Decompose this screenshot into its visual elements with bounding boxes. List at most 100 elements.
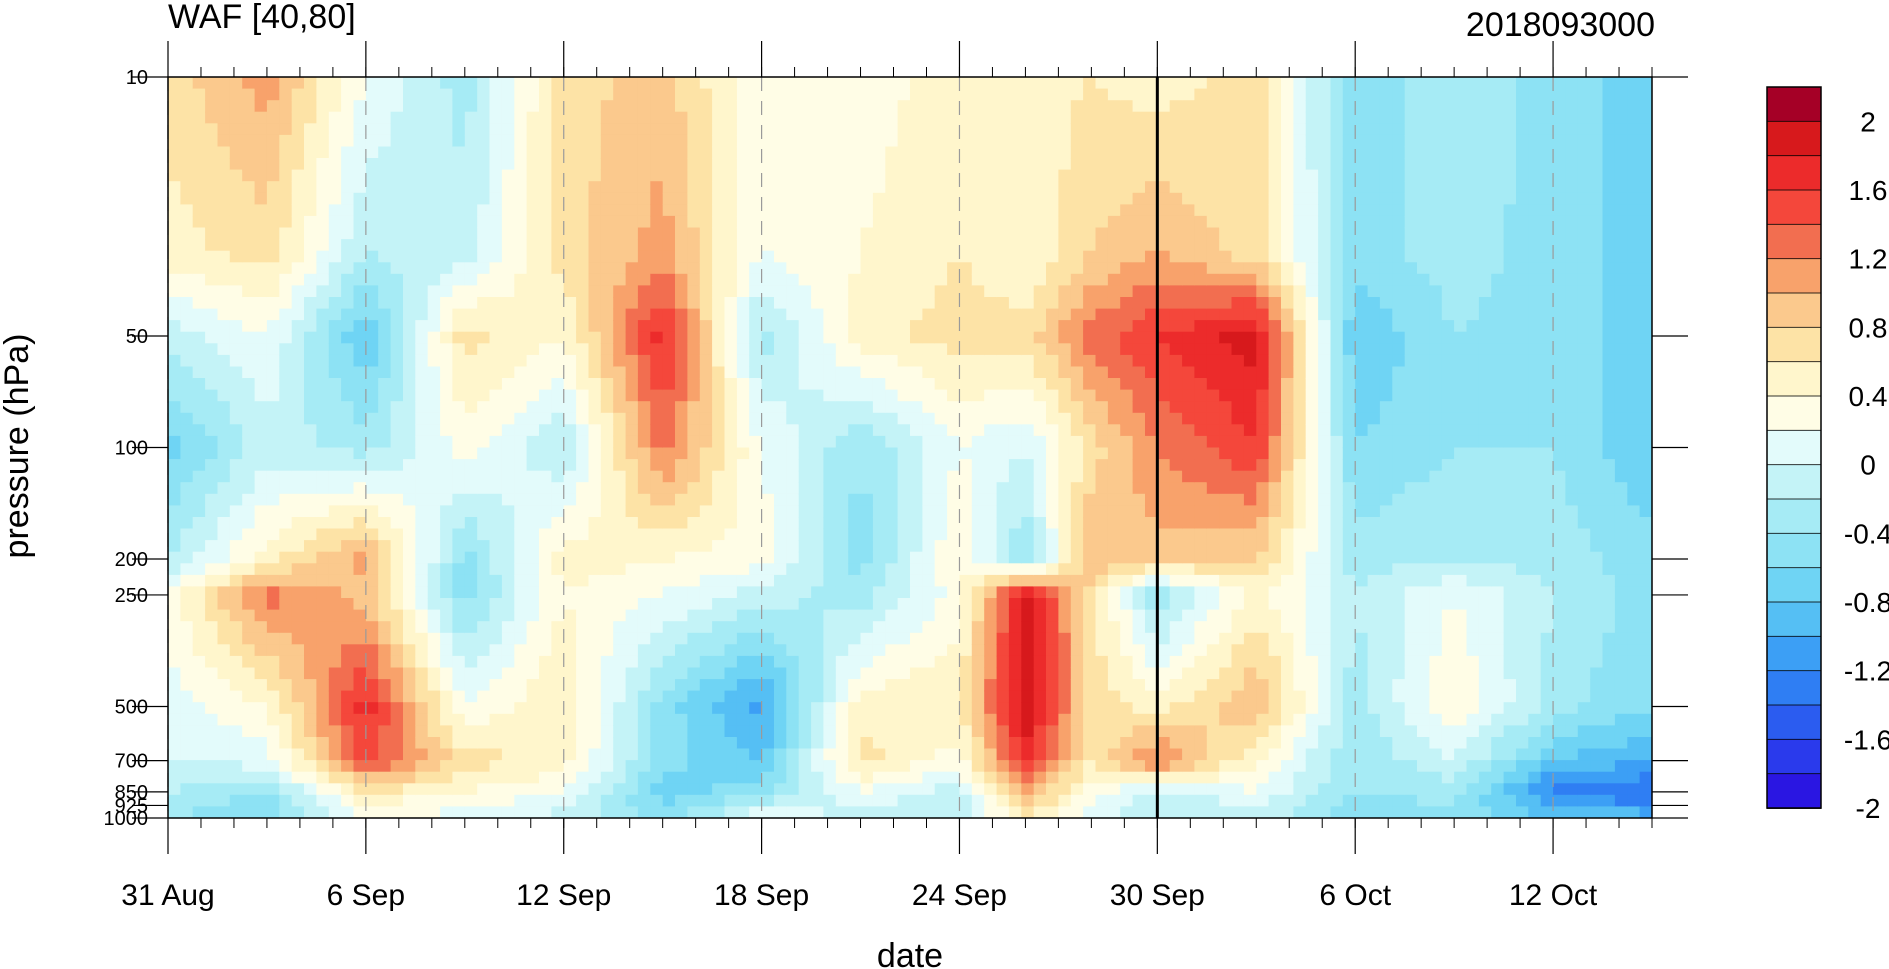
field-cell bbox=[464, 169, 478, 182]
field-cell bbox=[254, 563, 268, 576]
field-cell bbox=[724, 134, 738, 148]
field-cell bbox=[1120, 343, 1134, 356]
field-cell bbox=[712, 273, 726, 286]
field-cell bbox=[452, 204, 466, 217]
field-cell bbox=[254, 679, 268, 692]
field-cell bbox=[947, 655, 961, 669]
field-cell bbox=[675, 690, 688, 703]
field-cell bbox=[464, 273, 478, 286]
field-cell bbox=[1120, 493, 1134, 506]
field-cell bbox=[266, 725, 280, 738]
field-cell bbox=[551, 470, 565, 483]
field-cell bbox=[897, 655, 911, 669]
field-cell bbox=[848, 111, 862, 124]
field-cell bbox=[885, 459, 899, 472]
field-cell bbox=[576, 505, 590, 518]
field-cell bbox=[328, 88, 342, 101]
field-cell bbox=[266, 88, 280, 101]
field-cell bbox=[378, 493, 392, 506]
field-cell bbox=[1046, 435, 1059, 449]
field-cell bbox=[699, 563, 713, 576]
field-cell bbox=[588, 308, 602, 321]
field-cell bbox=[279, 574, 293, 588]
field-cell bbox=[526, 146, 540, 159]
field-cell bbox=[291, 354, 305, 368]
field-cell bbox=[427, 713, 441, 726]
field-cell bbox=[1058, 239, 1072, 252]
field-cell bbox=[365, 771, 379, 784]
field-cell bbox=[477, 123, 491, 136]
field-cell bbox=[749, 111, 763, 124]
field-cell bbox=[823, 598, 837, 611]
field-cell bbox=[378, 134, 392, 148]
field-cell bbox=[180, 748, 194, 761]
field-cell bbox=[328, 378, 342, 391]
field-cell bbox=[378, 690, 392, 703]
field-cell bbox=[1070, 586, 1084, 599]
field-cell bbox=[514, 447, 528, 460]
field-cell bbox=[551, 679, 565, 692]
field-cell bbox=[922, 158, 936, 171]
field-cell bbox=[885, 331, 899, 344]
field-cell bbox=[217, 297, 231, 310]
field-cell bbox=[736, 215, 750, 229]
field-cell bbox=[736, 424, 750, 437]
field-cell bbox=[1095, 297, 1109, 310]
field-cell bbox=[600, 609, 614, 622]
field-cell bbox=[279, 517, 293, 530]
field-cell bbox=[860, 181, 874, 194]
field-cell bbox=[922, 412, 936, 425]
field-cell bbox=[291, 401, 305, 414]
field-cell bbox=[266, 308, 280, 321]
field-cell bbox=[1058, 111, 1072, 124]
field-cell bbox=[452, 320, 466, 333]
field-cell bbox=[539, 134, 552, 148]
field-cell bbox=[415, 273, 429, 286]
field-cell bbox=[996, 540, 1010, 553]
field-cell bbox=[699, 320, 713, 333]
field-cell bbox=[761, 725, 775, 738]
field-cell bbox=[551, 447, 565, 460]
field-cell bbox=[971, 111, 985, 124]
field-cell bbox=[885, 702, 899, 715]
field-cell bbox=[180, 690, 194, 703]
field-cell bbox=[539, 771, 552, 784]
field-cell bbox=[712, 459, 726, 472]
field-cell bbox=[947, 621, 961, 634]
field-cell bbox=[1021, 702, 1035, 715]
field-cell bbox=[563, 262, 577, 275]
field-cell bbox=[1046, 528, 1059, 541]
field-cell bbox=[1120, 134, 1134, 148]
field-cell bbox=[749, 366, 763, 379]
field-cell bbox=[266, 215, 280, 229]
field-cell bbox=[811, 621, 825, 634]
field-cell bbox=[576, 447, 590, 460]
field-cell bbox=[353, 111, 367, 124]
field-cell bbox=[464, 598, 478, 611]
field-cell bbox=[1021, 609, 1035, 622]
field-cell bbox=[1107, 574, 1121, 588]
field-cell bbox=[1095, 285, 1109, 298]
field-cell bbox=[1070, 679, 1084, 692]
field-cell bbox=[526, 493, 540, 506]
field-cell bbox=[934, 308, 948, 321]
field-cell bbox=[477, 320, 491, 333]
field-cell bbox=[266, 505, 280, 518]
field-cell bbox=[501, 783, 515, 796]
field-cell bbox=[588, 215, 602, 229]
field-cell bbox=[1107, 563, 1121, 576]
field-cell bbox=[1021, 192, 1035, 205]
field-cell bbox=[1083, 239, 1097, 252]
field-cell bbox=[910, 215, 923, 229]
field-cell bbox=[650, 760, 664, 773]
field-cell bbox=[724, 598, 738, 611]
field-cell bbox=[242, 215, 256, 229]
field-cell bbox=[427, 262, 441, 275]
field-cell bbox=[539, 447, 552, 460]
field-cell bbox=[860, 424, 874, 437]
field-cell bbox=[984, 551, 998, 564]
field-cell bbox=[390, 794, 404, 807]
field-cell bbox=[971, 227, 985, 240]
field-cell bbox=[341, 459, 355, 472]
field-cell bbox=[291, 493, 305, 506]
